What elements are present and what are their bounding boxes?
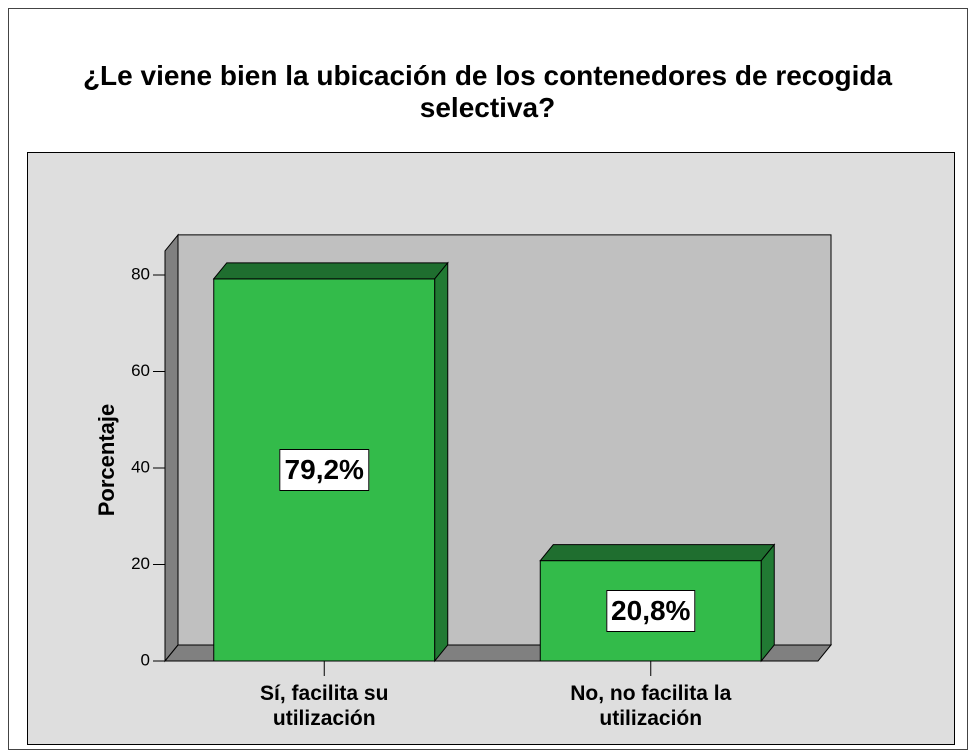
chart-title: ¿Le viene bien la ubicación de los conte…: [82, 60, 893, 123]
y-tick-label: 0: [141, 650, 150, 669]
bar: [212, 261, 449, 663]
bar-top: [212, 262, 449, 280]
bar-side: [760, 543, 775, 663]
side-wall: [164, 233, 179, 663]
y-tick-label: 40: [131, 457, 150, 476]
y-tick-label: 60: [131, 361, 150, 380]
value-label: 79,2%: [279, 448, 369, 491]
bar-side: [434, 261, 449, 663]
y-axis-label: Porcentaje: [94, 404, 119, 517]
bar-top: [539, 544, 776, 562]
y-tick-label: 20: [131, 554, 150, 573]
x-tick-label: Sí, facilita su utilización: [260, 682, 389, 730]
value-label: 20,8%: [606, 589, 696, 632]
y-tick-label: 80: [131, 264, 150, 283]
x-tick-label: No, no facilita la utilización: [570, 682, 732, 730]
